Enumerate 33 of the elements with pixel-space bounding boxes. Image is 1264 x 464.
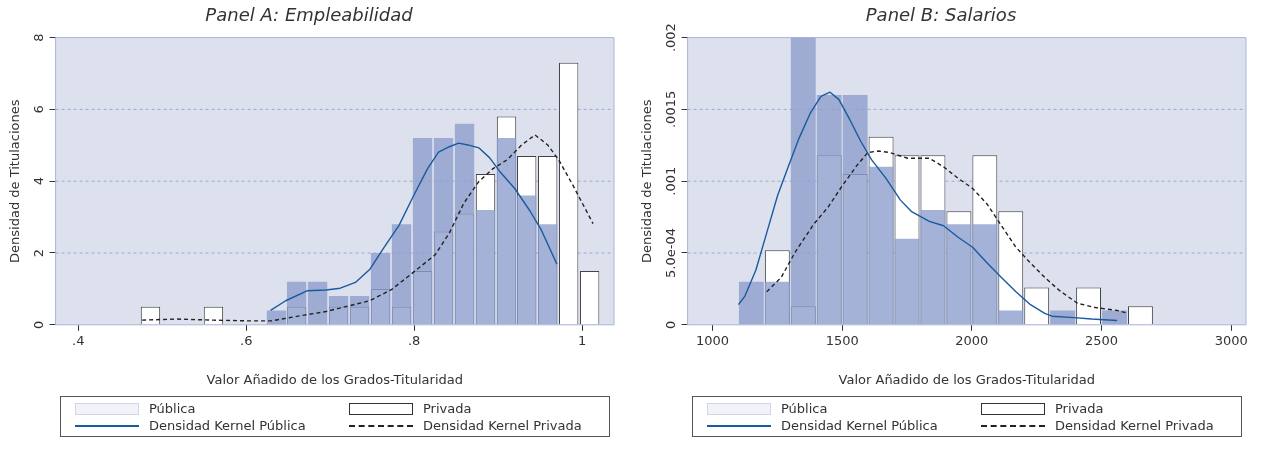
y-axis-title: Densidad de Titulaciones [7,99,23,263]
x-tick-label: 1 [577,332,587,348]
legend-label: Pública [781,401,828,416]
y-tick-label: 4 [31,177,47,186]
y-tick-label: .001 [663,166,679,196]
x-tick-label: .8 [407,332,421,348]
legend-label: Pública [149,401,196,416]
y-tick-label: .0015 [663,90,679,129]
y-tick-label: 5.0e-04 [663,228,679,278]
legend-label: Privada [423,401,472,416]
y-tick-label: 2 [31,248,47,258]
y-tick-label: 6 [31,105,47,114]
x-tick-label: 1000 [695,332,730,348]
legend-label: Densidad Kernel Pública [781,418,938,433]
x-tick-label: .4 [72,332,85,348]
chart-title: Panel A: Empleabilidad [205,4,414,26]
y-axis-title: Densidad de Titulaciones [639,99,655,263]
legend-label: Densidad Kernel Pública [149,418,306,433]
x-tick-label: 1500 [825,332,859,348]
x-tick-label: 3000 [1214,332,1248,348]
y-tick-label: 0 [31,320,47,329]
x-axis-title: Valor Añadido de los Grados-Titularidad [206,371,463,387]
legend-label: Densidad Kernel Privada [423,418,582,433]
x-axis-title: Valor Añadido de los Grados-Titularidad [838,371,1095,387]
y-tick-label: 8 [31,33,47,42]
chart-title: Panel B: Salarios [865,4,1017,26]
x-tick-label: .6 [240,332,253,348]
x-tick-label: 2000 [955,332,989,348]
legend-label: Densidad Kernel Privada [1055,418,1214,433]
y-tick-label: 0 [663,320,679,329]
y-tick-label: .002 [663,23,679,53]
x-tick-label: 2500 [1084,332,1119,348]
legend-label: Privada [1055,401,1104,416]
